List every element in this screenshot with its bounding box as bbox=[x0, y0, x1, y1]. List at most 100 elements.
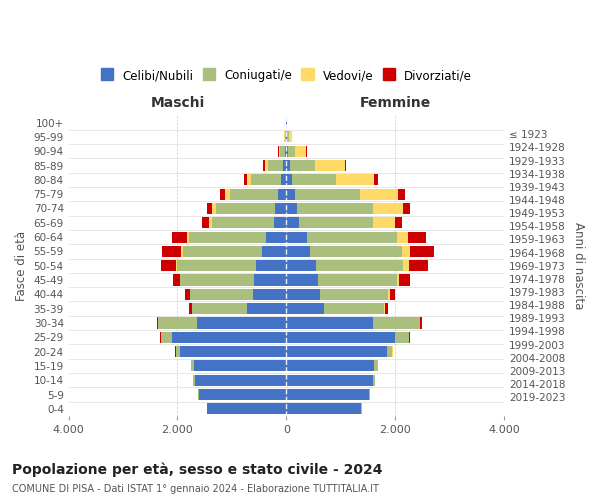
Bar bbox=[157, 318, 158, 328]
Bar bbox=[295, 188, 361, 200]
Bar bbox=[173, 274, 179, 285]
Bar bbox=[374, 174, 378, 186]
Bar bbox=[320, 289, 388, 300]
Bar bbox=[225, 188, 230, 200]
Bar bbox=[286, 289, 320, 300]
Bar bbox=[307, 232, 397, 242]
Bar bbox=[287, 132, 289, 142]
Bar bbox=[162, 246, 181, 257]
Bar bbox=[158, 318, 197, 328]
Bar bbox=[398, 188, 406, 200]
Bar bbox=[420, 318, 422, 328]
Bar bbox=[395, 332, 409, 343]
Bar bbox=[403, 260, 409, 272]
Bar bbox=[185, 289, 190, 300]
Bar bbox=[190, 289, 253, 300]
Bar bbox=[373, 374, 375, 386]
Bar bbox=[192, 303, 247, 314]
Bar bbox=[265, 160, 268, 171]
Bar bbox=[286, 188, 295, 200]
Bar bbox=[336, 174, 374, 186]
Bar bbox=[286, 260, 316, 272]
Bar bbox=[400, 274, 410, 285]
Bar bbox=[284, 146, 286, 157]
Bar bbox=[275, 203, 286, 214]
Bar bbox=[401, 246, 410, 257]
Bar bbox=[286, 132, 287, 142]
Bar bbox=[191, 360, 194, 372]
Bar bbox=[286, 360, 374, 372]
Bar bbox=[220, 188, 225, 200]
Bar bbox=[388, 289, 389, 300]
Bar bbox=[193, 374, 195, 386]
Bar bbox=[176, 346, 180, 357]
Bar bbox=[286, 246, 310, 257]
Bar bbox=[403, 203, 410, 214]
Bar bbox=[278, 146, 280, 157]
Bar bbox=[407, 232, 426, 242]
Bar bbox=[299, 217, 373, 228]
Bar bbox=[286, 174, 292, 186]
Bar bbox=[202, 217, 209, 228]
Bar bbox=[207, 203, 212, 214]
Bar bbox=[212, 217, 274, 228]
Bar bbox=[199, 389, 286, 400]
Bar bbox=[212, 203, 215, 214]
Bar bbox=[310, 246, 401, 257]
Bar bbox=[263, 160, 265, 171]
Text: Femmine: Femmine bbox=[359, 96, 431, 110]
Bar bbox=[318, 274, 397, 285]
Bar bbox=[286, 303, 325, 314]
Bar bbox=[251, 174, 281, 186]
Bar bbox=[266, 232, 286, 242]
Bar bbox=[190, 232, 266, 242]
Text: Popolazione per età, sesso e stato civile - 2024: Popolazione per età, sesso e stato civil… bbox=[12, 462, 383, 477]
Bar bbox=[395, 217, 401, 228]
Bar bbox=[278, 188, 286, 200]
Bar bbox=[161, 260, 176, 272]
Bar bbox=[208, 403, 286, 414]
Bar bbox=[176, 260, 177, 272]
Bar bbox=[373, 217, 395, 228]
Bar bbox=[409, 260, 428, 272]
Bar bbox=[316, 260, 403, 272]
Bar bbox=[181, 246, 183, 257]
Bar bbox=[397, 232, 407, 242]
Bar bbox=[281, 174, 286, 186]
Bar bbox=[247, 303, 286, 314]
Bar bbox=[177, 260, 256, 272]
Bar bbox=[161, 332, 172, 343]
Bar bbox=[410, 246, 434, 257]
Bar bbox=[314, 160, 344, 171]
Bar bbox=[384, 303, 385, 314]
Bar bbox=[373, 318, 419, 328]
Bar bbox=[180, 274, 254, 285]
Bar bbox=[286, 146, 288, 157]
Bar bbox=[297, 203, 373, 214]
Text: Maschi: Maschi bbox=[151, 96, 205, 110]
Bar bbox=[286, 403, 361, 414]
Bar bbox=[290, 160, 314, 171]
Bar bbox=[286, 318, 373, 328]
Bar bbox=[389, 289, 395, 300]
Legend: Celibi/Nubili, Coniugati/e, Vedovi/e, Divorziati/e: Celibi/Nubili, Coniugati/e, Vedovi/e, Di… bbox=[96, 64, 476, 87]
Bar bbox=[253, 289, 286, 300]
Bar bbox=[286, 203, 297, 214]
Bar bbox=[373, 203, 403, 214]
Bar bbox=[288, 146, 295, 157]
Bar bbox=[172, 332, 286, 343]
Bar bbox=[183, 246, 262, 257]
Bar bbox=[194, 360, 286, 372]
Bar bbox=[284, 132, 286, 142]
Bar bbox=[286, 332, 395, 343]
Y-axis label: Fasce di età: Fasce di età bbox=[15, 230, 28, 301]
Bar bbox=[374, 360, 378, 372]
Bar bbox=[215, 203, 275, 214]
Bar bbox=[369, 389, 370, 400]
Bar bbox=[292, 174, 336, 186]
Bar bbox=[286, 274, 318, 285]
Bar bbox=[188, 303, 192, 314]
Bar bbox=[280, 146, 284, 157]
Bar bbox=[286, 374, 373, 386]
Bar bbox=[230, 188, 278, 200]
